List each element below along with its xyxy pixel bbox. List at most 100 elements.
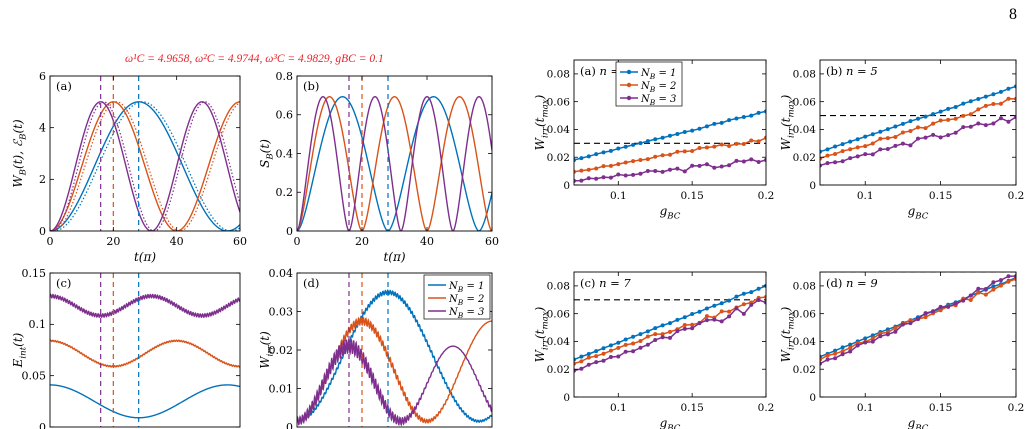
data-point-nb1 <box>968 99 973 104</box>
data-point-nb3 <box>734 158 739 163</box>
legend-marker-nb1 <box>626 69 632 75</box>
data-point-nb1 <box>712 303 717 308</box>
data-point-nb2 <box>574 361 576 366</box>
data-point-nb3 <box>756 159 761 164</box>
data-point-nb1 <box>719 120 724 125</box>
x-tick-label: 60 <box>233 235 247 248</box>
data-point-nb3 <box>870 152 875 157</box>
x-tick-label: 20 <box>106 235 120 248</box>
data-point-nb1 <box>586 352 591 356</box>
data-point-nb3 <box>878 147 883 152</box>
data-point-nb3 <box>574 178 576 183</box>
axes-frame <box>49 272 241 428</box>
data-point-nb3 <box>840 159 845 164</box>
data-point-nb1 <box>660 135 665 140</box>
y-tick-label: 0.08 <box>793 69 816 81</box>
data-point-nb2 <box>855 145 860 150</box>
data-point-nb2 <box>675 149 680 154</box>
data-point-nb3 <box>594 360 599 365</box>
series-line-nb3 <box>50 101 240 231</box>
data-point-nb3 <box>848 349 853 354</box>
data-point-nb1 <box>1014 84 1016 89</box>
series-line-nb3 <box>297 96 492 231</box>
data-point-nb3 <box>976 286 981 291</box>
series-line-nb3 <box>50 293 240 319</box>
x-axis-label: t(π) <box>383 250 405 264</box>
data-point-nb2 <box>848 147 853 152</box>
data-point-nb1 <box>734 294 739 299</box>
x-tick-label: 0.2 <box>758 402 775 414</box>
data-point-nb1 <box>601 150 606 155</box>
data-point-nb2 <box>953 116 958 121</box>
data-point-nb2 <box>908 129 913 134</box>
plot-area-p4 <box>820 272 1016 366</box>
data-point-nb3 <box>741 159 746 164</box>
data-point-nb2 <box>833 351 838 356</box>
legend-label-nb3: NB = 3 <box>448 307 484 320</box>
data-point-nb1 <box>638 332 643 337</box>
data-point-nb3 <box>623 349 628 354</box>
x-axis-label: gBC​ <box>908 204 929 222</box>
data-point-nb2 <box>616 162 621 167</box>
data-point-nb1 <box>825 147 830 152</box>
x-axis-label: t(π) <box>134 250 156 264</box>
data-point-nb1 <box>870 132 875 137</box>
data-point-nb3 <box>833 356 838 361</box>
data-point-nb1 <box>991 284 996 289</box>
data-point-nb2 <box>878 136 883 141</box>
data-point-nb2 <box>712 144 717 149</box>
legend-label-nb1: NB = 1 <box>640 68 676 81</box>
data-point-nb2 <box>579 168 584 173</box>
data-point-nb1 <box>741 291 746 296</box>
data-point-nb2 <box>820 357 822 362</box>
data-point-nb1 <box>878 129 883 134</box>
data-point-nb2 <box>998 283 1003 288</box>
legend-label-nb3: NB = 3 <box>640 94 676 107</box>
data-point-nb2 <box>991 287 996 292</box>
data-point-nb3 <box>968 293 973 298</box>
x-tick-label: 0.1 <box>857 402 874 414</box>
data-point-nb2 <box>885 136 890 141</box>
series-line-nb2 <box>50 101 240 231</box>
data-point-nb2 <box>623 342 628 347</box>
data-point-nb3 <box>991 121 996 126</box>
data-point-nb2 <box>900 130 905 135</box>
data-point-nb2 <box>998 101 1003 106</box>
data-point-nb3 <box>1014 274 1016 279</box>
plot-area-d <box>297 273 492 427</box>
data-point-nb2 <box>870 141 875 146</box>
data-point-nb3 <box>893 143 898 148</box>
panel-p4: 0 0.02 0.04 0.06 0.08 0.1 0.15 0.2 (d) n = 9 Wirr… <box>779 271 1024 429</box>
data-point-nb3 <box>690 326 695 331</box>
y-tick-label: 0.02 <box>269 344 294 357</box>
plot-area-a <box>50 76 240 231</box>
data-point-nb1 <box>741 115 746 120</box>
y-tick-label: 0.05 <box>22 369 47 382</box>
y-tick-label: 0 <box>809 392 816 404</box>
data-point-nb3 <box>825 161 830 166</box>
data-point-nb3 <box>923 135 928 140</box>
data-point-nb2 <box>719 309 724 314</box>
data-point-nb2 <box>825 153 830 158</box>
data-point-nb1 <box>645 139 650 144</box>
data-point-nb1 <box>764 109 766 114</box>
data-point-nb2 <box>623 160 628 165</box>
data-point-nb3 <box>601 358 606 363</box>
x-tick-label: 60 <box>485 235 499 248</box>
data-point-nb1 <box>608 148 613 153</box>
data-point-nb3 <box>690 163 695 168</box>
data-point-nb1 <box>682 130 687 135</box>
data-point-nb2 <box>638 158 643 163</box>
x-tick-label: 0.2 <box>1008 190 1025 202</box>
data-point-nb3 <box>660 335 665 340</box>
y-tick-label: 0.04 <box>269 267 294 280</box>
data-point-nb3 <box>712 317 717 322</box>
data-point-nb2 <box>961 113 966 118</box>
panel-p3: 0 0.02 0.04 0.06 0.08 0.1 0.15 0.2 (c) n = 7 Wirr… <box>533 271 775 429</box>
data-point-nb1 <box>840 142 845 147</box>
y-tick-label: 0.06 <box>547 308 571 320</box>
x-tick-label: 0 <box>47 235 54 248</box>
axes-frame <box>296 75 493 232</box>
data-point-nb3 <box>855 343 860 348</box>
data-point-nb1 <box>697 126 702 131</box>
